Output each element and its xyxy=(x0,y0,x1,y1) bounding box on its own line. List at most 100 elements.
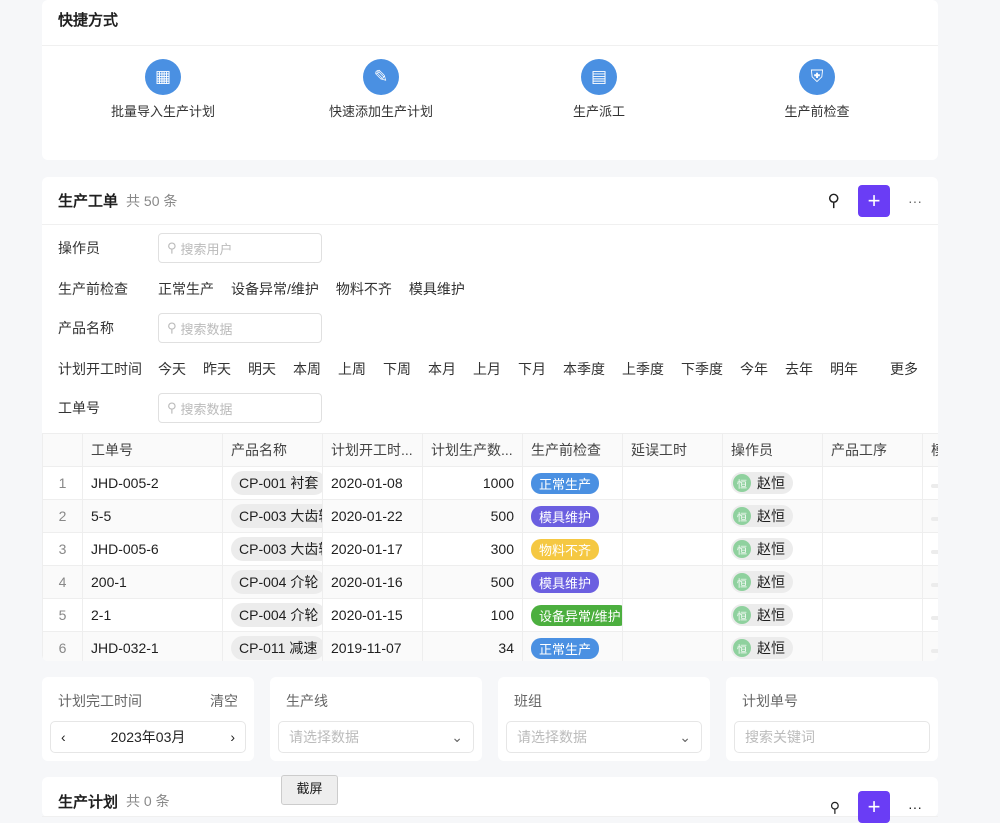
product-search-input[interactable]: ⚲ 搜索数据 xyxy=(158,313,322,343)
shortcuts-title: 快捷方式 xyxy=(42,0,938,46)
placeholder: 搜索数据 xyxy=(180,401,233,417)
time-option[interactable]: 明年 xyxy=(830,361,858,377)
time-option[interactable]: 上周 xyxy=(338,361,366,377)
filter-option[interactable]: 设备异常/维护 xyxy=(231,281,319,297)
time-option[interactable]: 今年 xyxy=(740,361,768,377)
filter-label: 班组 xyxy=(514,693,542,709)
quantity: 100 xyxy=(422,598,523,632)
column-header[interactable]: 产品名称 xyxy=(222,433,323,467)
time-option[interactable]: 下季度 xyxy=(681,361,723,377)
operator-name: 赵恒 xyxy=(757,640,785,656)
add-button[interactable]: + xyxy=(858,791,890,823)
column-header[interactable]: 延误工时 xyxy=(622,433,723,467)
more-icon[interactable]: ··· xyxy=(908,799,922,815)
placeholder: 搜索数据 xyxy=(180,321,233,337)
chevron-down-icon: ⌄ xyxy=(679,728,691,745)
filter-label: 生产线 xyxy=(286,693,328,709)
shortcut-dispatch[interactable]: ▤ 生产派工 xyxy=(499,59,699,120)
order-no: 2-1 xyxy=(82,598,223,632)
filter-label: 计划开工时间 xyxy=(58,361,142,377)
time-option[interactable]: 昨天 xyxy=(203,361,231,377)
start-date: 2020-01-15 xyxy=(322,598,423,632)
operator-name: 赵恒 xyxy=(757,574,785,590)
avatar: 恒 xyxy=(733,573,751,591)
table-row[interactable]: 5 2-1 CP-004 介轮 2020-01-15 100 设备异常/维护 恒… xyxy=(42,598,938,632)
screenshot-tooltip[interactable]: 截屏 xyxy=(281,775,338,805)
chevron-left-icon[interactable]: ‹ xyxy=(61,729,66,745)
add-button[interactable]: + xyxy=(858,184,890,217)
shield-icon: ⛨ xyxy=(799,59,835,95)
time-option[interactable]: 本月 xyxy=(428,361,456,377)
table-row[interactable]: 3 JHD-005-6 CP-003 大齿轮 2020-01-17 300 物料… xyxy=(42,532,938,566)
operator-name: 赵恒 xyxy=(757,508,785,524)
truncated-cell xyxy=(922,565,938,599)
time-option[interactable]: 上月 xyxy=(473,361,501,377)
shortcut-label: 批量导入生产计划 xyxy=(110,104,215,119)
table-row[interactable]: 6 JHD-032-1 CP-011 减速 2019-11-07 34 正常生产… xyxy=(42,631,938,661)
table-row[interactable]: 2 5-5 CP-003 大齿轮 2020-01-22 500 模具维护 恒赵恒 xyxy=(42,499,938,533)
order-no: JHD-005-6 xyxy=(82,532,223,566)
search-icon[interactable]: ⚲ xyxy=(829,798,840,815)
time-option[interactable]: 上季度 xyxy=(622,361,664,377)
quantity: 300 xyxy=(422,532,523,566)
table-row[interactable]: 4 200-1 CP-004 介轮 2020-01-16 500 模具维护 恒赵… xyxy=(42,565,938,599)
clear-button[interactable]: 清空 xyxy=(210,693,238,709)
operator-name: 赵恒 xyxy=(757,475,785,491)
production-plan-card: 生产计划 共 0 条 ⚲ + ··· xyxy=(42,777,938,823)
time-option[interactable]: 本周 xyxy=(293,361,321,377)
column-header[interactable]: 生产前检查 xyxy=(522,433,623,467)
chevron-down-icon: ⌄ xyxy=(451,728,463,745)
product-pill: CP-004 介轮 xyxy=(231,603,322,627)
truncated-cell xyxy=(922,532,938,566)
column-header[interactable]: 操作员 xyxy=(722,433,823,467)
table-row[interactable]: 1 JHD-005-2 CP-001 衬套 2020-01-08 1000 正常… xyxy=(42,466,938,500)
row-index: 2 xyxy=(42,499,83,533)
order-no: 5-5 xyxy=(82,499,223,533)
delay-hours xyxy=(622,532,723,566)
product-process xyxy=(822,598,923,632)
time-option[interactable]: 今天 xyxy=(158,361,186,377)
filter-option[interactable]: 物料不齐 xyxy=(335,281,392,297)
shortcut-precheck[interactable]: ⛨ 生产前检查 xyxy=(717,59,917,120)
operator-search-input[interactable]: ⚲ 搜索用户 xyxy=(158,233,322,263)
time-option[interactable]: 下月 xyxy=(518,361,546,377)
chevron-right-icon[interactable]: › xyxy=(230,729,235,745)
plan-no-input[interactable]: 搜索关键词 xyxy=(734,721,930,753)
operator-chip: 恒赵恒 xyxy=(731,505,793,527)
placeholder: 搜索用户 xyxy=(180,241,233,257)
shortcut-quick-add[interactable]: ✎ 快速添加生产计划 xyxy=(281,59,481,120)
team-select[interactable]: 请选择数据 ⌄ xyxy=(506,721,702,753)
time-option[interactable]: 下周 xyxy=(383,361,411,377)
column-header[interactable]: 模 xyxy=(922,433,938,467)
more-icon[interactable]: ··· xyxy=(908,192,922,209)
order-no: JHD-032-1 xyxy=(82,631,223,661)
product-process xyxy=(822,466,923,500)
search-icon[interactable]: ⚲ xyxy=(827,190,840,210)
production-line-select[interactable]: 请选择数据 ⌄ xyxy=(278,721,474,753)
avatar: 恒 xyxy=(733,606,751,624)
filter-option[interactable]: 模具维护 xyxy=(408,281,465,297)
column-header[interactable]: 计划开工时... xyxy=(322,433,423,467)
plan-title: 生产计划 xyxy=(58,794,119,811)
start-date: 2020-01-22 xyxy=(322,499,423,533)
column-header[interactable]: 工单号 xyxy=(82,433,223,467)
product-process xyxy=(822,631,923,661)
placeholder: 搜索关键词 xyxy=(745,729,815,745)
time-option[interactable]: 去年 xyxy=(785,361,813,377)
operator-chip: 恒赵恒 xyxy=(731,571,793,593)
more-button[interactable]: 更多 xyxy=(890,361,918,377)
filter-option[interactable]: 正常生产 xyxy=(158,281,214,297)
table-grid-icon: ▦ xyxy=(145,59,181,95)
column-header[interactable]: 计划生产数... xyxy=(422,433,523,467)
column-header[interactable]: 产品工序 xyxy=(822,433,923,467)
start-date: 2020-01-16 xyxy=(322,565,423,599)
shortcut-batch-import[interactable]: ▦ 批量导入生产计划 xyxy=(63,59,263,120)
work-orders-card: 生产工单 共 50 条 ⚲ + ··· 操作员 ⚲ 搜索用户 生产前检查 正常生产设… xyxy=(42,177,938,661)
time-option[interactable]: 明天 xyxy=(248,361,276,377)
month-value: 2023年03月 xyxy=(110,729,186,745)
column-header[interactable] xyxy=(42,433,83,467)
time-option[interactable]: 本季度 xyxy=(563,361,605,377)
order-no-search-input[interactable]: ⚲ 搜索数据 xyxy=(158,393,322,423)
search-icon: ⚲ xyxy=(167,240,177,255)
check-status-badge: 模具维护 xyxy=(531,571,600,593)
